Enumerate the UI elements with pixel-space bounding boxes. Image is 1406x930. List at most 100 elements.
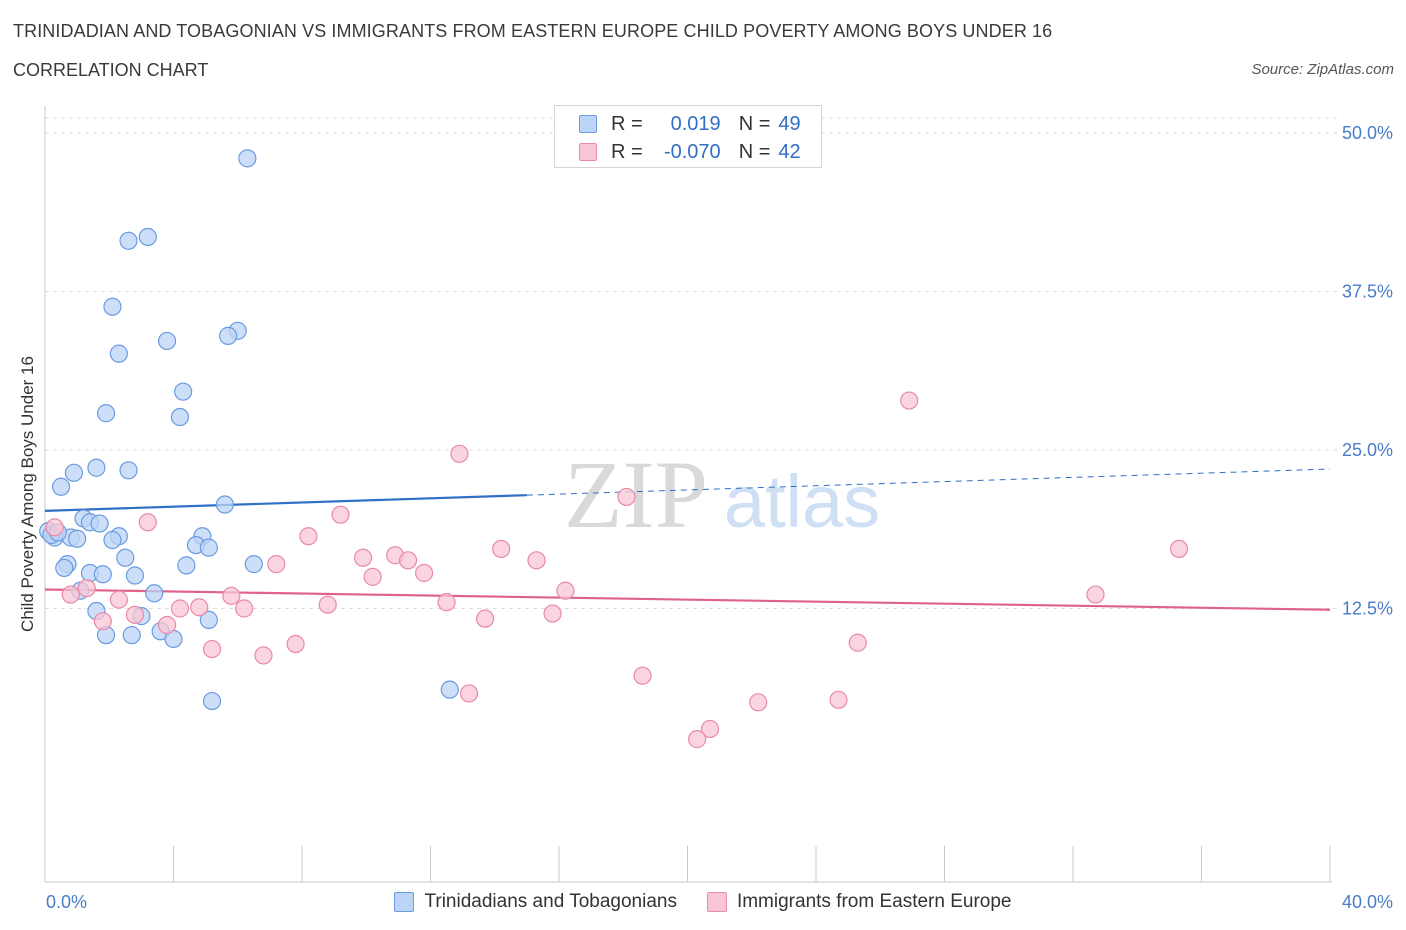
point-eastern-europe <box>543 604 562 623</box>
point-eastern-europe <box>450 444 469 463</box>
point-eastern-europe <box>829 690 848 709</box>
point-trinidadian <box>202 691 222 711</box>
legend-r-value: 0.019 <box>670 112 721 135</box>
y-tick-label: 12.5% <box>1342 599 1393 619</box>
point-trinidadian <box>199 538 218 557</box>
point-eastern-europe <box>556 581 575 600</box>
trend-line-extension <box>526 468 1331 496</box>
tick-labels: 12.5% 25.0% 37.5% 50.0% 0.0% 40.0% <box>46 123 1393 912</box>
point-eastern-europe <box>476 609 495 628</box>
legend-swatch-blue <box>579 115 597 133</box>
point-trinidadian <box>440 680 459 699</box>
point-trinidadian <box>199 610 218 630</box>
point-trinidadian <box>103 530 122 550</box>
point-eastern-europe <box>492 539 511 559</box>
trend-lines <box>44 468 1331 611</box>
series-swatch-pink <box>706 892 727 912</box>
point-eastern-europe <box>633 666 652 685</box>
point-trinidadian <box>68 529 87 548</box>
point-trinidadian <box>116 548 135 567</box>
x-tick-label: 40.0% <box>1342 892 1393 912</box>
series-legend-trinidadian[interactable]: Trinidadians and Tobagonians <box>394 891 677 913</box>
correlation-legend: R = 0.019 N = 49 R = -0.070 N = 42 <box>554 105 822 168</box>
point-eastern-europe <box>235 599 254 618</box>
point-eastern-europe <box>414 563 434 583</box>
point-trinidadian <box>103 297 122 316</box>
point-trinidadian <box>177 556 196 575</box>
legend-r-value: -0.070 <box>663 140 721 163</box>
point-eastern-europe <box>527 551 546 570</box>
watermark: ZIP atlas <box>564 441 880 548</box>
series-legend: Trinidadians and Tobagonians Immigrants … <box>0 889 1406 915</box>
point-eastern-europe <box>93 612 112 631</box>
point-eastern-europe <box>688 730 707 749</box>
point-eastern-europe <box>363 567 382 586</box>
x-tick-label: 0.0% <box>46 892 87 912</box>
series-label: Trinidadians and Tobagonians <box>424 891 677 912</box>
point-trinidadian <box>93 565 112 584</box>
legend-n-label: N = <box>738 140 771 163</box>
point-trinidadian <box>244 555 263 574</box>
legend-n-value: 42 <box>778 140 801 163</box>
point-eastern-europe <box>190 598 209 617</box>
point-trinidadian <box>122 626 141 645</box>
point-trinidadian <box>51 477 71 496</box>
axes <box>44 106 1332 883</box>
point-eastern-europe <box>299 527 318 546</box>
point-trinidadian <box>238 149 257 168</box>
point-eastern-europe <box>267 555 286 574</box>
point-eastern-europe <box>45 518 64 537</box>
series-legend-eastern-europe[interactable]: Immigrants from Eastern Europe <box>706 891 1012 913</box>
point-trinidadian <box>90 514 109 533</box>
point-trinidadian <box>174 382 193 401</box>
point-eastern-europe <box>318 595 337 614</box>
trend-line-trinidadian <box>44 494 527 512</box>
legend-swatch-pink <box>579 143 597 161</box>
point-eastern-europe <box>459 684 479 703</box>
point-trinidadian <box>138 227 157 247</box>
point-eastern-europe <box>1169 539 1189 559</box>
legend-row-eastern-europe: R = -0.070 N = 42 <box>579 139 801 165</box>
point-trinidadian <box>64 463 84 482</box>
point-eastern-europe <box>109 590 128 609</box>
point-eastern-europe <box>77 579 96 598</box>
point-trinidadian <box>170 407 190 427</box>
series-label: Immigrants from Eastern Europe <box>736 891 1012 912</box>
legend-n-value: 49 <box>778 112 801 135</box>
point-eastern-europe <box>749 693 768 712</box>
trend-line-eastern-europe <box>44 588 1331 611</box>
point-trinidadian <box>119 461 138 480</box>
point-eastern-europe <box>61 585 80 604</box>
point-eastern-europe <box>125 605 145 624</box>
point-eastern-europe <box>848 633 867 652</box>
point-eastern-europe <box>353 548 373 567</box>
point-eastern-europe <box>617 487 636 507</box>
y-tick-label: 25.0% <box>1342 440 1393 460</box>
point-eastern-europe <box>700 719 720 739</box>
point-eastern-europe <box>1086 585 1105 604</box>
point-eastern-europe <box>202 639 222 659</box>
point-trinidadian <box>219 326 238 345</box>
watermark-atlas: atlas <box>724 460 880 543</box>
legend-n-label: N = <box>738 112 771 135</box>
point-eastern-europe <box>170 599 190 618</box>
point-eastern-europe <box>286 634 305 654</box>
chart-title: TRINIDADIAN AND TOBAGONIAN VS IMMIGRANTS… <box>13 21 1053 41</box>
point-eastern-europe <box>437 593 456 612</box>
y-tick-label: 50.0% <box>1342 123 1393 143</box>
point-eastern-europe <box>900 391 919 410</box>
data-points <box>39 149 1189 749</box>
legend-r-label: R = <box>611 140 643 163</box>
point-trinidadian <box>157 331 177 351</box>
point-eastern-europe <box>222 586 241 605</box>
point-trinidadian <box>215 495 234 514</box>
legend-r-label: R = <box>611 112 643 135</box>
y-tick-label: 37.5% <box>1342 282 1393 302</box>
point-trinidadian <box>87 458 106 477</box>
chart-subtitle: CORRELATION CHART <box>13 60 209 80</box>
point-trinidadian <box>125 566 145 585</box>
point-trinidadian <box>109 344 128 363</box>
point-eastern-europe <box>331 505 350 524</box>
point-eastern-europe <box>138 513 157 532</box>
